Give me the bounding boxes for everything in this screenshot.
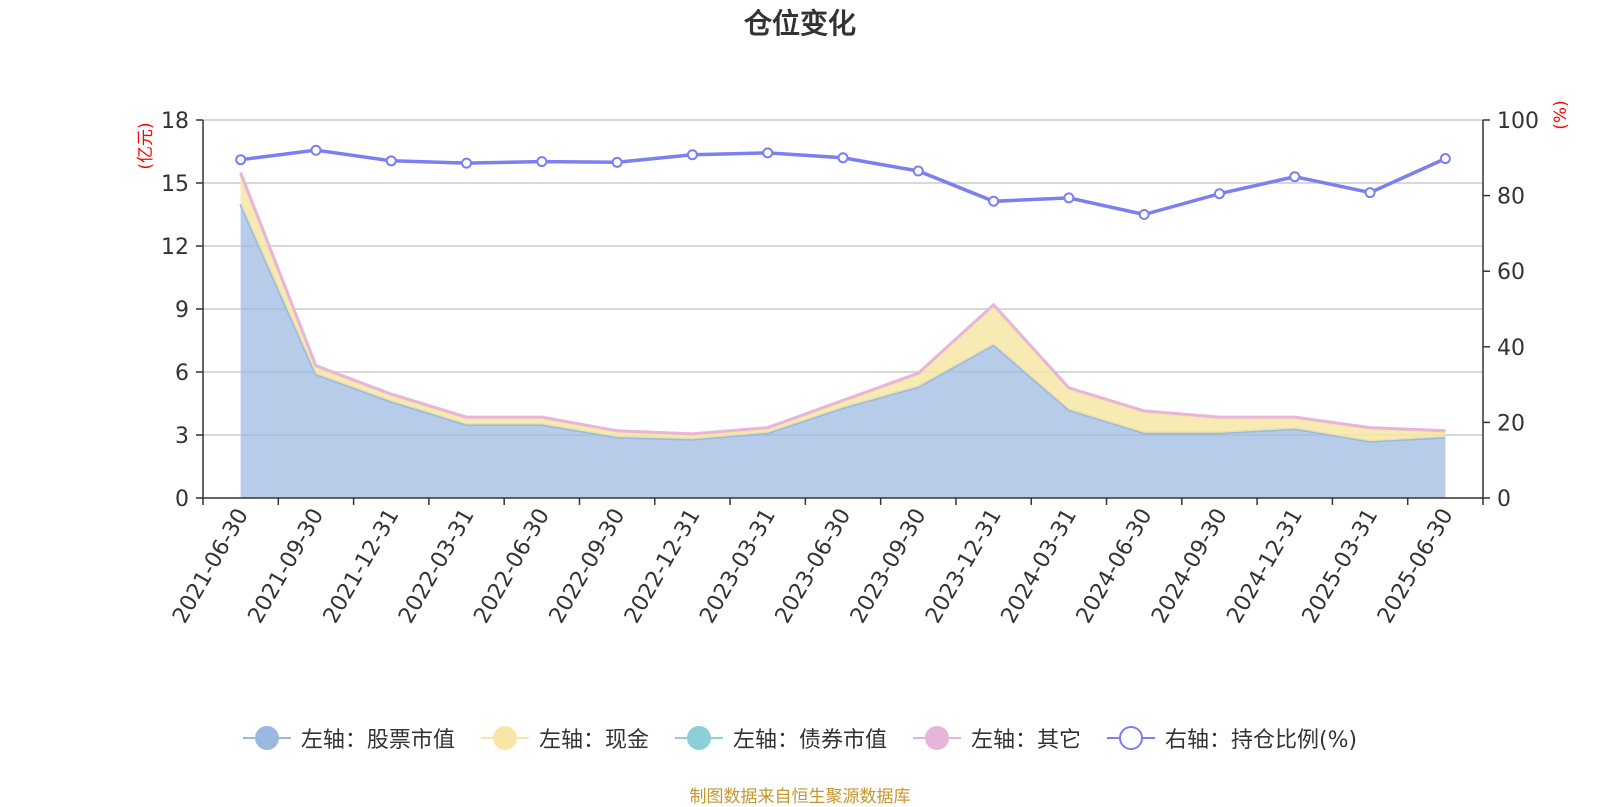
x-axis-tick-label: 2023-09-30 [846,505,932,628]
ratio-point [611,156,623,168]
x-axis-tick-label: 2025-03-31 [1298,505,1384,628]
right-axis-tick-label: 20 [1497,411,1525,436]
right-axis-tick-label: 40 [1497,336,1525,361]
x-axis-tick-label: 2024-12-31 [1222,505,1308,628]
x-axis-tick-label: 2023-12-31 [921,505,1007,628]
left-axis-tick-label: 15 [161,172,189,197]
ratio-point [1063,192,1075,204]
x-axis-tick-label: 2024-09-30 [1147,505,1233,628]
legend-item-position-ratio[interactable]: 右轴：持仓比例(%) [1106,722,1358,754]
x-axis-tick-label: 2023-06-30 [771,505,857,628]
left-axis-tick-label: 9 [175,298,189,323]
legend-bond-marker [674,726,723,750]
chart-legend: 左轴：股票市值 左轴：现金 左轴：债券市值 左轴：其它 右轴：持仓比例(%) [0,722,1600,754]
ratio-point [837,152,849,164]
area-3 [240,172,1446,435]
left-axis-tick-label: 0 [175,487,189,512]
area-edge-1 [239,174,1446,437]
right-axis-tick-label: 100 [1497,109,1539,134]
legend-ratio-marker [1106,726,1155,750]
x-axis-tick-label: 2024-03-31 [997,505,1083,628]
x-axis-tick-label: 2021-09-30 [244,505,330,628]
legend-item-cash[interactable]: 左轴：现金 [480,722,649,754]
left-axis-tick-label: 6 [175,361,189,386]
area-0 [240,204,1446,498]
right-axis-tick-label: 80 [1497,185,1525,210]
ratio-point [385,155,397,167]
ratio-point [235,154,247,166]
ratio-point [461,157,473,169]
x-axis-tick-label: 2022-03-31 [394,505,480,628]
legend-stock-label: 左轴：股票市值 [300,728,455,753]
ratio-point [762,147,774,159]
legend-item-other[interactable]: 左轴：其它 [912,722,1081,754]
ratio-point [686,149,698,161]
ratio-point [1439,153,1451,165]
x-axis-tick-label: 2024-06-30 [1072,505,1158,628]
x-axis-tick-label: 2025-06-30 [1373,505,1459,628]
right-axis-tick-label: 60 [1497,260,1525,285]
legend-cash-marker [480,726,529,750]
x-axis-tick-label: 2022-09-30 [545,505,631,628]
legend-item-stock[interactable]: 左轴：股票市值 [242,722,455,754]
ratio-point [310,144,322,156]
ratio-point [988,195,1000,207]
legend-ratio-label: 右轴：持仓比例(%) [1164,728,1358,753]
x-axis-tick-label: 2022-12-31 [620,505,706,628]
area-edge-3 [239,171,1446,436]
right-axis-unit-label: (%) [1551,100,1571,129]
data-source-note: 制图数据来自恒生聚源数据库 [689,787,911,807]
left-axis-unit-label: (亿元) [136,122,156,169]
legend-item-bond[interactable]: 左轴：债券市值 [674,722,887,754]
ratio-point [1138,209,1150,220]
chart-title: 仓位变化 [743,7,856,40]
x-axis-tick-label: 2021-12-31 [319,505,405,628]
x-axis-tick-label: 2021-06-30 [168,505,254,628]
legend-other-marker [912,726,961,750]
left-axis-tick-label: 12 [161,235,189,260]
right-axis-tick-label: 0 [1497,487,1511,512]
x-axis-tick-label: 2022-06-30 [469,505,555,628]
left-axis-tick-label: 18 [161,109,189,134]
ratio-point [536,156,548,168]
legend-stock-marker [242,726,291,750]
ratio-point [1213,188,1225,200]
legend-other-label: 左轴：其它 [970,728,1081,753]
legend-cash-label: 左轴：现金 [538,728,649,753]
legend-bond-label: 左轴：债券市值 [732,728,887,753]
ratio-point [912,165,924,177]
ratio-point [1289,171,1301,183]
left-axis-tick-label: 3 [175,424,189,449]
x-axis-tick-label: 2023-03-31 [695,505,781,628]
ratio-point [1364,187,1376,199]
